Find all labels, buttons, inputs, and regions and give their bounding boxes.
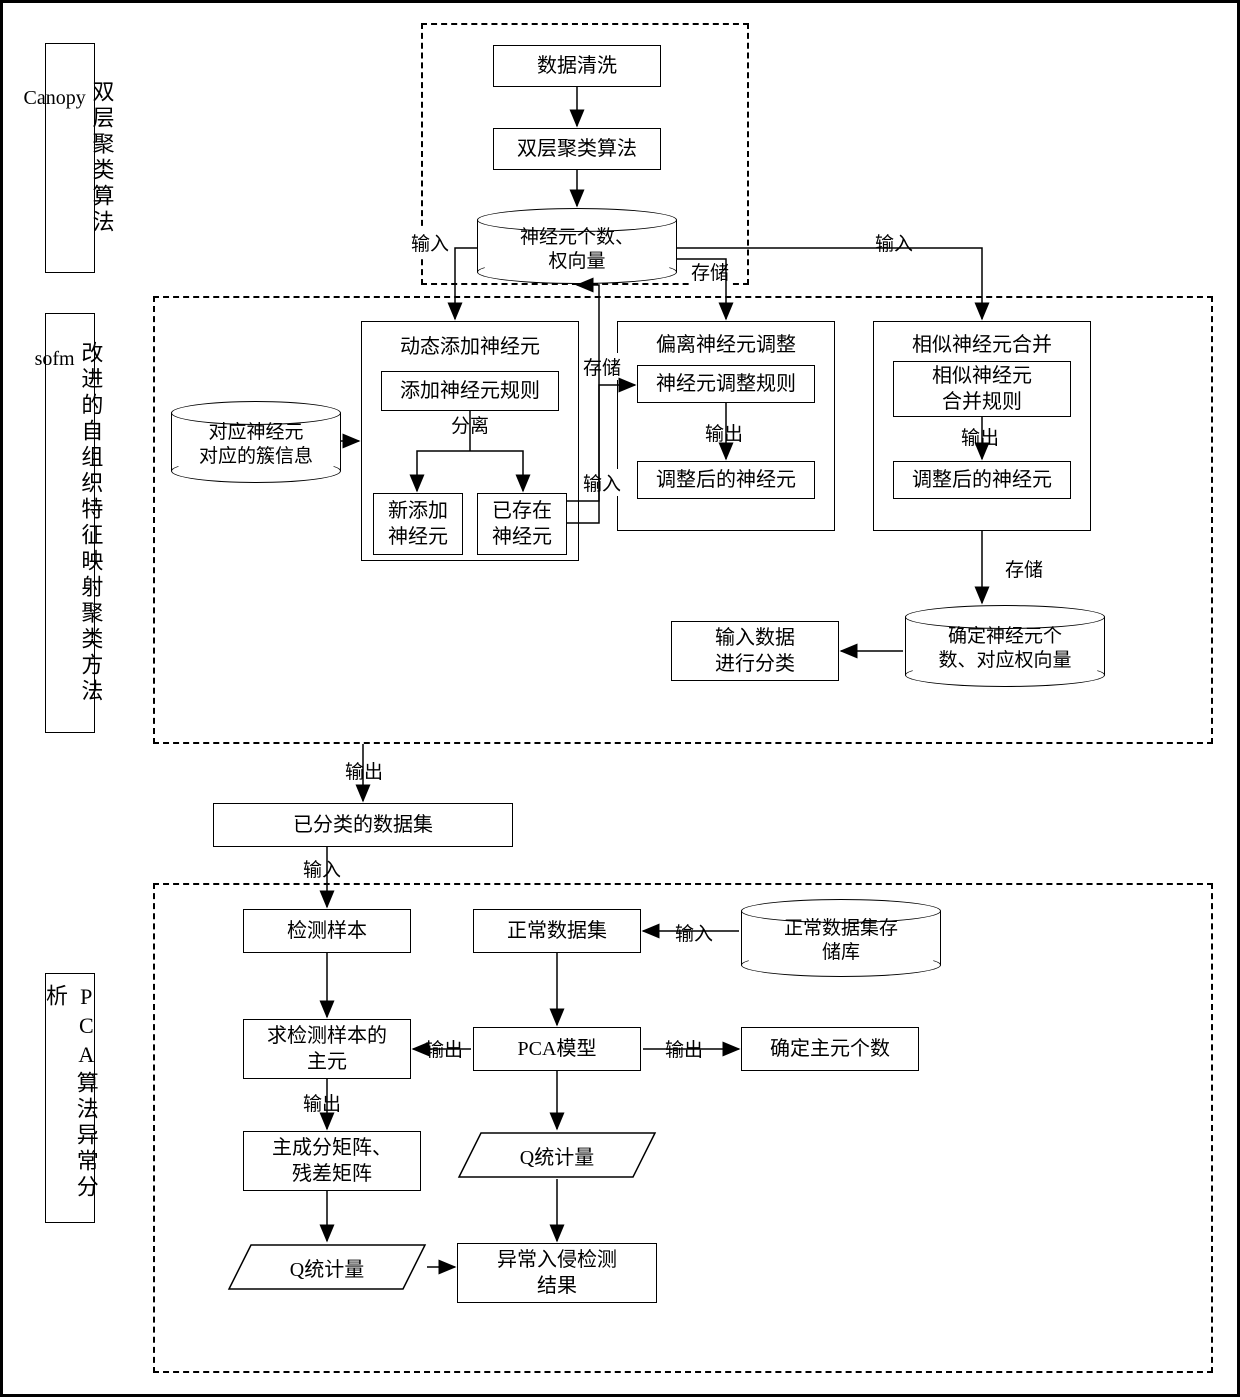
wires-main [3, 3, 1240, 1400]
flowchart-canvas: 双层聚类算法Canopy 改进的自组织特征映射聚类方法sofm PCA算法异常分… [0, 0, 1240, 1397]
